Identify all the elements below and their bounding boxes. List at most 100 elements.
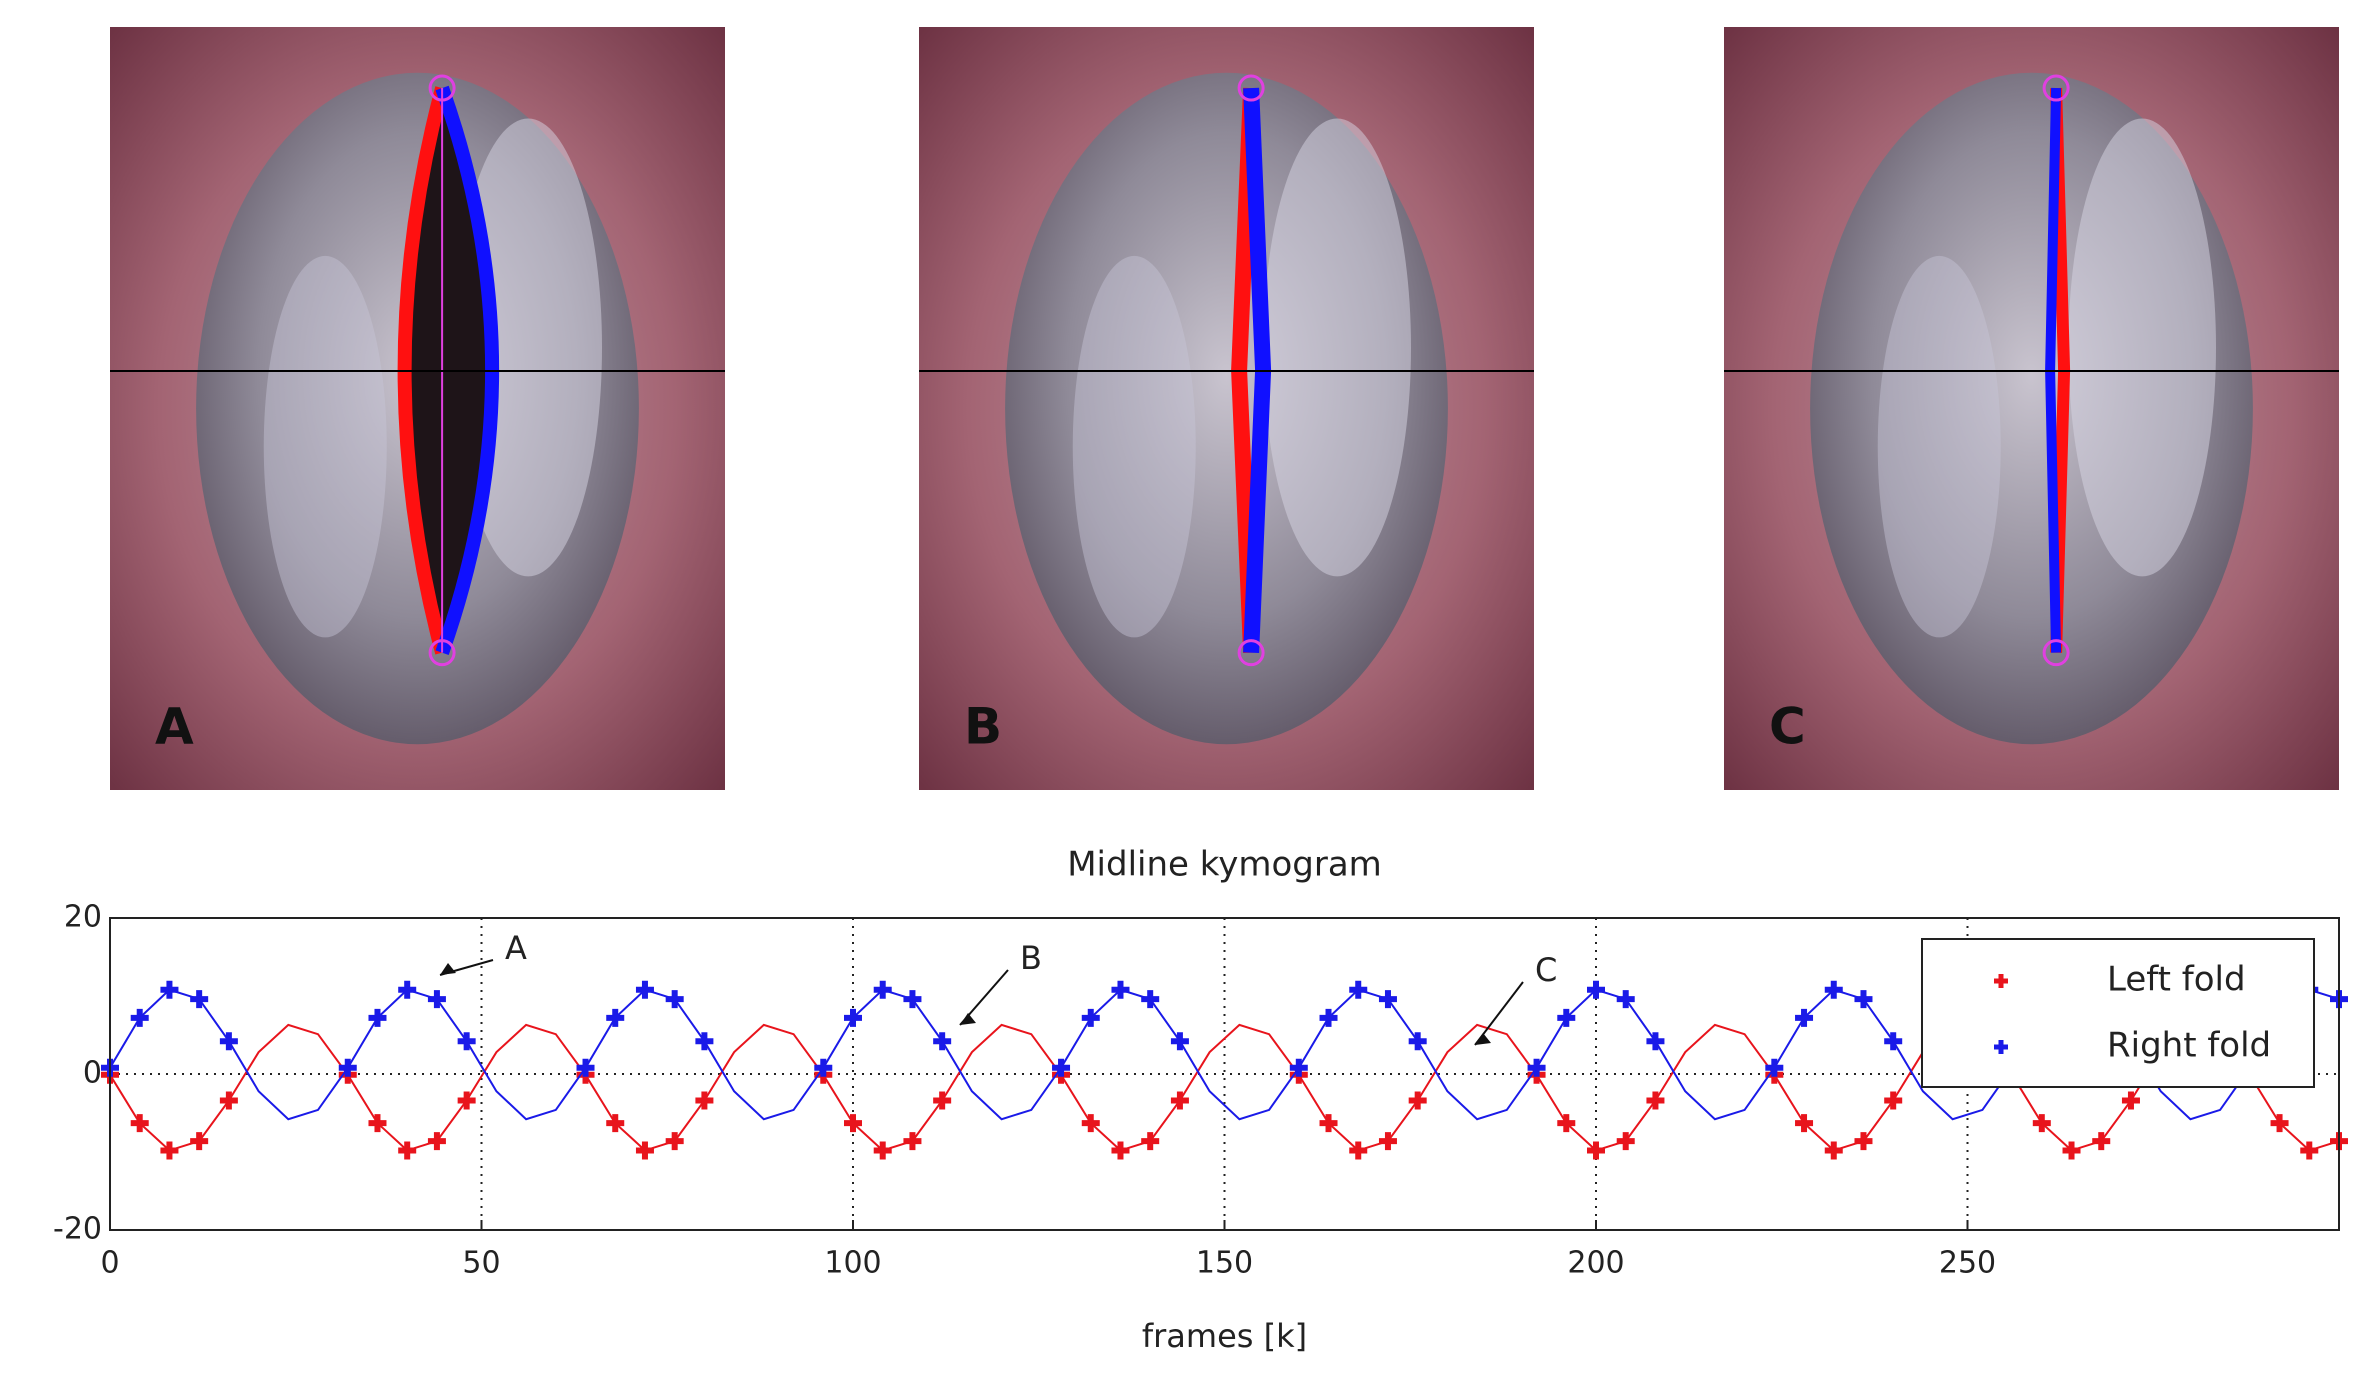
marker [457,1032,476,1051]
marker [1854,1132,1873,1151]
fold-highlight [2068,118,2216,577]
marker [2092,1132,2111,1151]
marker [1319,1114,1338,1133]
marker [1408,1091,1427,1110]
marker [1378,990,1397,1009]
legend-label: Right fold [2107,1026,2271,1066]
marker [695,1032,714,1051]
marker [1081,1114,1100,1133]
fold-highlight [263,255,387,638]
panel-label: A [155,698,194,756]
annotation: A [505,929,527,967]
marker [2270,1114,2289,1133]
marker [576,1058,595,1077]
image-panel: C [1724,27,2339,790]
y-tick-label: -20 [53,1212,102,1247]
marker [1111,1141,1130,1160]
endpoint [1237,74,1265,102]
marker [1795,1008,1814,1027]
marker [2032,1114,2051,1133]
marker [695,1091,714,1110]
marker [1349,1141,1368,1160]
endpoint [2042,74,2070,102]
legend-box [1921,938,2315,1088]
marker [665,990,684,1009]
image-panel: A [110,27,725,790]
panel-label: B [964,698,1002,756]
marker [903,990,922,1009]
marker [1884,1032,1903,1051]
series-line [109,988,2340,1121]
marker [814,1058,833,1077]
marker [844,1114,862,1133]
endpoint [428,74,456,102]
marker [1289,1058,1308,1077]
marker [1587,980,1605,999]
marker [1765,1058,1784,1077]
panel-label: C [1769,698,1806,756]
x-tick-label: 200 [1567,1246,1624,1281]
x-tick-label: 250 [1939,1246,1996,1281]
marker [2062,1141,2081,1160]
fold-highlight [1072,255,1196,638]
x-tick-label: 0 [100,1246,119,1281]
marker [1052,1058,1071,1077]
x-axis-label: frames [k] [1142,1317,1307,1355]
marker [1319,1008,1338,1027]
arrowhead [1475,1033,1491,1045]
legend-marker [1994,1040,2008,1054]
marker [665,1132,684,1151]
endpoint [1237,639,1265,667]
marker [844,1008,862,1027]
endpoint [428,639,456,667]
marker [1527,1058,1546,1077]
marker [933,1032,952,1051]
marker [1616,1132,1635,1151]
marker [1795,1114,1814,1133]
marker [1349,980,1368,999]
marker [130,1008,149,1027]
marker [1141,990,1160,1009]
x-tick-label: 50 [462,1246,500,1281]
marker [427,990,446,1009]
marker [2300,1141,2319,1160]
marker [160,980,179,999]
marker [635,980,654,999]
marker [219,1091,238,1110]
arrowhead [440,963,456,975]
marker [1170,1091,1189,1110]
marker [190,990,209,1009]
legend-label: Left fold [2107,960,2246,1000]
marker [1111,980,1130,999]
fold-highlight [1263,118,1411,577]
y-tick-label: 20 [64,900,102,935]
marker [427,1132,446,1151]
marker [1378,1132,1397,1151]
marker [398,980,417,999]
chart-title: Midline kymogram [1067,845,1382,885]
marker [1824,1141,1843,1160]
marker [1081,1008,1100,1027]
marker [1557,1114,1576,1133]
marker [1557,1008,1576,1027]
marker [457,1091,476,1110]
marker [1408,1032,1427,1051]
annotation: C [1535,951,1557,989]
arrowhead [960,1013,976,1025]
marker [219,1032,238,1051]
marker [606,1114,625,1133]
marker [338,1058,357,1077]
marker [1854,990,1873,1009]
marker [130,1114,149,1133]
marker [1884,1091,1903,1110]
marker [160,1141,179,1160]
marker [368,1114,387,1133]
marker [903,1132,922,1151]
marker [606,1008,625,1027]
marker [190,1132,209,1151]
marker [1587,1141,1605,1160]
x-tick-label: 150 [1196,1246,1253,1281]
marker [1170,1032,1189,1051]
marker [933,1091,952,1110]
